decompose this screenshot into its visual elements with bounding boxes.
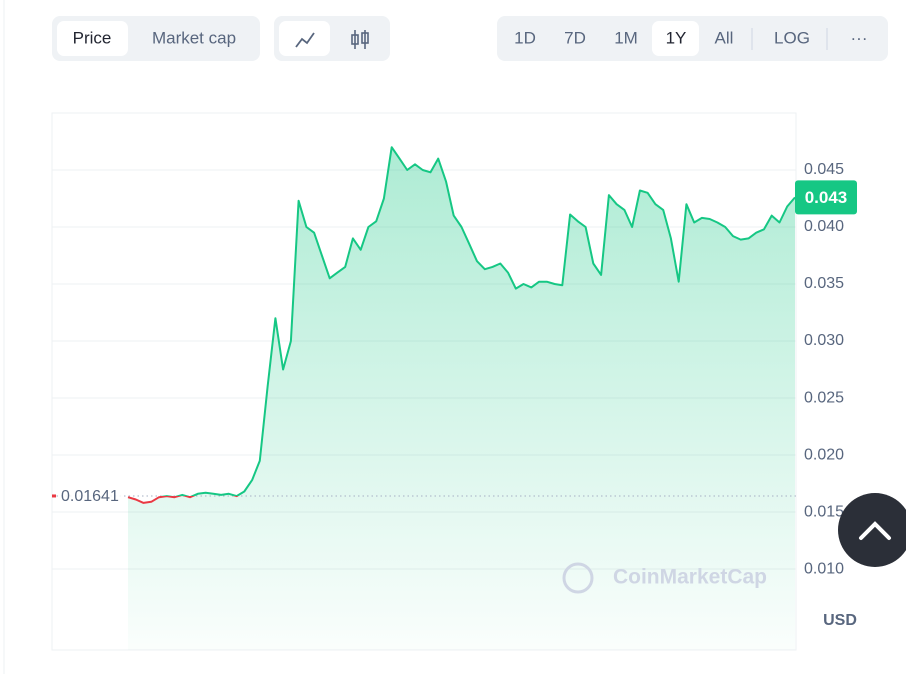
y-tick-label: 0.015 <box>804 503 844 520</box>
range-button[interactable]: 7D <box>564 28 586 47</box>
active-range <box>652 21 699 56</box>
currency-label: USD <box>823 612 857 629</box>
scroll-top-button[interactable] <box>838 493 906 567</box>
price-line <box>127 146 796 504</box>
current-price-tag <box>795 180 857 215</box>
more-button[interactable]: ··· <box>851 28 868 47</box>
range-button[interactable]: 1M <box>614 28 638 47</box>
log-button[interactable]: LOG <box>774 28 810 47</box>
y-tick-label: 0.020 <box>804 446 844 463</box>
tab-price[interactable]: Price <box>73 28 112 47</box>
line-icon <box>295 32 315 48</box>
range-button[interactable]: 1D <box>514 28 536 47</box>
chevron-up <box>859 521 891 540</box>
y-tick-label: 0.040 <box>804 218 844 235</box>
y-tick-label: 0.025 <box>804 389 844 406</box>
watermark-logo <box>562 562 594 594</box>
candle-icon[interactable] <box>351 30 369 49</box>
y-tick-label: 0.035 <box>804 275 844 292</box>
range-button[interactable]: All <box>715 28 734 47</box>
y-tick-label: 0.045 <box>804 161 844 178</box>
line-style-button[interactable] <box>279 21 330 56</box>
baseline-label-bg <box>58 485 124 506</box>
active-tab <box>57 21 128 56</box>
range-button[interactable]: 1Y <box>666 28 687 47</box>
baseline-label: 0.01641 <box>61 488 119 505</box>
y-tick-label: 0.010 <box>804 560 844 577</box>
tab-market-cap[interactable]: Market cap <box>152 28 236 47</box>
y-tick-label: 0.030 <box>804 332 844 349</box>
current-price-label: 0.043 <box>805 188 848 207</box>
watermark: CoinMarketCap <box>613 566 767 589</box>
